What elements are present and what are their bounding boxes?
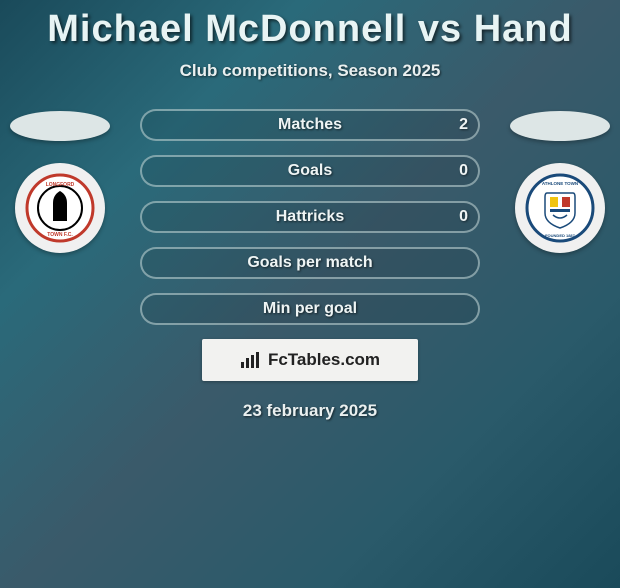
stat-label: Hattricks xyxy=(276,208,344,226)
stat-row-goals: Goals 0 xyxy=(140,155,480,187)
subtitle: Club competitions, Season 2025 xyxy=(0,61,620,81)
stat-row-mpg: Min per goal xyxy=(140,293,480,325)
stat-away-value: 0 xyxy=(459,208,468,226)
home-crest-circle: LONGFORD TOWN F.C. xyxy=(15,163,105,253)
stat-label: Goals xyxy=(288,162,332,180)
home-club-crest: LONGFORD TOWN F.C. xyxy=(10,163,110,253)
away-crest-circle: ATHLONE TOWN FOUNDED 1887 xyxy=(515,163,605,253)
stat-row-hattricks: Hattricks 0 xyxy=(140,201,480,233)
date-label: 23 february 2025 xyxy=(0,401,620,421)
svg-text:TOWN F.C.: TOWN F.C. xyxy=(47,232,73,238)
stat-label: Goals per match xyxy=(247,254,372,272)
longford-crest-icon: LONGFORD TOWN F.C. xyxy=(25,173,95,243)
athlone-crest-icon: ATHLONE TOWN FOUNDED 1887 xyxy=(525,173,595,243)
stat-row-matches: Matches 2 xyxy=(140,109,480,141)
away-player-silhouette xyxy=(510,111,610,141)
comparison-panel: LONGFORD TOWN F.C. ATHLONE TOWN FOUNDED … xyxy=(0,109,620,449)
stat-away-value: 2 xyxy=(459,116,468,134)
page-title: Michael McDonnell vs Hand xyxy=(0,8,620,51)
away-club-crest: ATHLONE TOWN FOUNDED 1887 xyxy=(510,163,610,253)
bar-chart-icon xyxy=(240,351,262,369)
home-player-silhouette xyxy=(10,111,110,141)
stat-away-value: 0 xyxy=(459,162,468,180)
svg-text:FOUNDED 1887: FOUNDED 1887 xyxy=(545,233,576,238)
watermark-label: FcTables.com xyxy=(268,350,380,370)
svg-text:LONGFORD: LONGFORD xyxy=(46,182,75,188)
stat-label: Min per goal xyxy=(263,300,357,318)
stat-row-gpm: Goals per match xyxy=(140,247,480,279)
fctables-watermark: FcTables.com xyxy=(202,339,418,381)
stats-list: Matches 2 Goals 0 Hattricks 0 Goals per … xyxy=(140,109,480,325)
svg-text:ATHLONE TOWN: ATHLONE TOWN xyxy=(542,181,578,186)
stat-label: Matches xyxy=(278,116,342,134)
